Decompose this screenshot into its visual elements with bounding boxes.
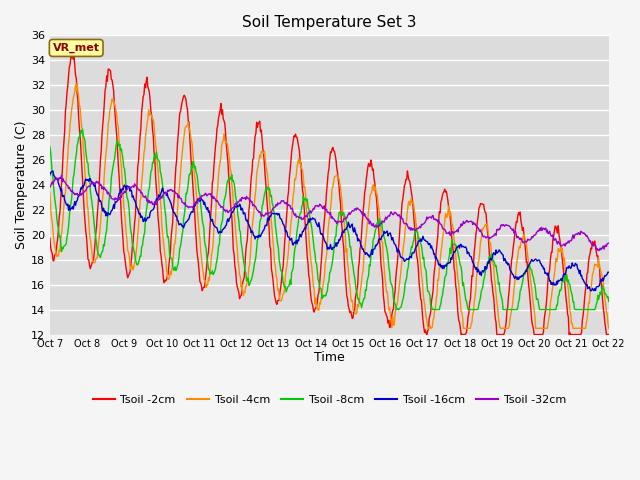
Legend: Tsoil -2cm, Tsoil -4cm, Tsoil -8cm, Tsoil -16cm, Tsoil -32cm: Tsoil -2cm, Tsoil -4cm, Tsoil -8cm, Tsoi… [88, 391, 570, 410]
Tsoil -8cm [79, 127, 86, 132]
Tsoil -32cm [58, 172, 65, 178]
Tsoil -32cm [398, 216, 406, 221]
Tsoil -4cm [424, 325, 432, 331]
Tsoil -32cm [56, 176, 64, 181]
X-axis label: Time: Time [314, 351, 345, 364]
Line: Tsoil -32cm: Tsoil -32cm [50, 175, 609, 251]
Tsoil -4cm [201, 277, 209, 283]
Text: VR_met: VR_met [52, 43, 100, 53]
Tsoil -32cm [171, 189, 179, 195]
Tsoil -4cm [56, 248, 64, 254]
Tsoil -16cm [605, 269, 612, 275]
Tsoil -4cm [171, 241, 179, 247]
Tsoil -2cm [398, 201, 406, 207]
Tsoil -4cm [73, 80, 81, 86]
Tsoil -32cm [415, 226, 422, 231]
Tsoil -16cm [398, 255, 406, 261]
Tsoil -2cm [171, 178, 179, 184]
Tsoil -32cm [605, 240, 612, 246]
Tsoil -16cm [415, 238, 422, 244]
Tsoil -8cm [115, 142, 122, 147]
Tsoil -8cm [415, 235, 423, 240]
Tsoil -16cm [587, 288, 595, 294]
Line: Tsoil -16cm: Tsoil -16cm [50, 171, 609, 291]
Tsoil -2cm [423, 332, 431, 337]
Tsoil -4cm [398, 257, 406, 263]
Tsoil -2cm [115, 162, 122, 168]
Tsoil -2cm [201, 284, 209, 290]
Tsoil -4cm [46, 190, 54, 195]
Title: Soil Temperature Set 3: Soil Temperature Set 3 [242, 15, 417, 30]
Tsoil -2cm [605, 332, 612, 337]
Tsoil -16cm [49, 168, 57, 174]
Tsoil -32cm [201, 192, 209, 198]
Tsoil -16cm [57, 188, 65, 194]
Tsoil -16cm [115, 194, 122, 200]
Tsoil -4cm [415, 242, 422, 248]
Tsoil -32cm [46, 184, 54, 190]
Tsoil -4cm [115, 124, 122, 130]
Tsoil -8cm [399, 297, 406, 303]
Tsoil -2cm [70, 53, 78, 59]
Tsoil -32cm [115, 197, 122, 203]
Tsoil -16cm [171, 211, 179, 217]
Tsoil -8cm [201, 239, 209, 244]
Tsoil -2cm [415, 266, 422, 272]
Tsoil -16cm [201, 199, 209, 205]
Line: Tsoil -8cm: Tsoil -8cm [50, 130, 609, 310]
Tsoil -8cm [171, 264, 179, 270]
Tsoil -32cm [596, 248, 604, 253]
Y-axis label: Soil Temperature (C): Soil Temperature (C) [15, 120, 28, 249]
Line: Tsoil -4cm: Tsoil -4cm [50, 83, 609, 328]
Tsoil -16cm [46, 172, 54, 178]
Tsoil -2cm [56, 208, 64, 214]
Tsoil -8cm [605, 299, 612, 304]
Tsoil -2cm [46, 235, 54, 241]
Tsoil -8cm [46, 144, 54, 150]
Tsoil -8cm [393, 307, 401, 312]
Tsoil -4cm [605, 325, 612, 331]
Line: Tsoil -2cm: Tsoil -2cm [50, 56, 609, 335]
Tsoil -8cm [56, 233, 64, 239]
